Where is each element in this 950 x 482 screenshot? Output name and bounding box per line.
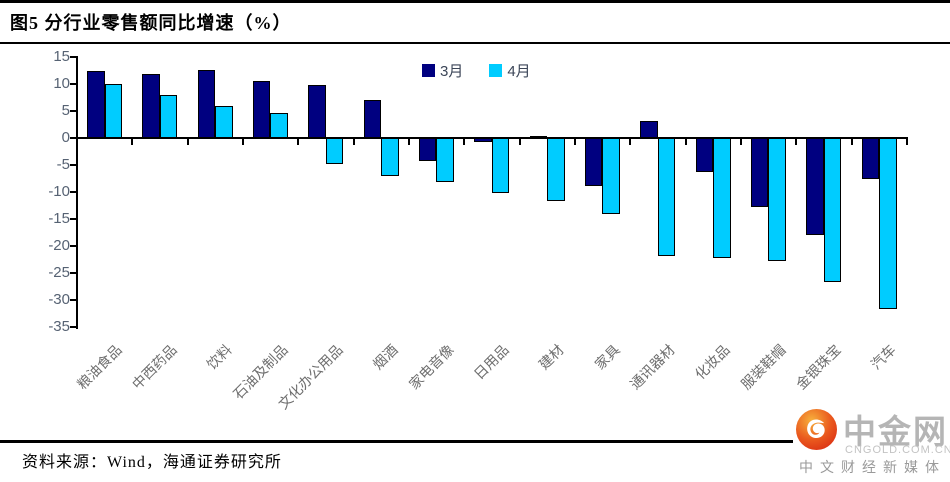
bar-4月-建材	[547, 138, 565, 202]
legend-swatch-march	[422, 64, 435, 77]
y-axis-tick-label: -30	[48, 291, 70, 308]
x-axis-tick	[795, 139, 798, 145]
y-axis-tick	[70, 191, 77, 193]
brand-domain: CNGOLD.COM.CN	[845, 444, 950, 456]
y-axis-tick	[70, 299, 77, 301]
bar-4月-文化办公用品	[325, 138, 344, 164]
x-axis-tick	[131, 139, 134, 145]
y-axis-tick-label: -25	[48, 264, 70, 281]
brand-tagline: 中文财经新媒体	[799, 459, 946, 475]
bar-4月-化妆品	[713, 138, 731, 259]
x-axis-tick	[905, 139, 908, 145]
x-axis-tick	[241, 139, 244, 145]
bar-4月-饮料	[215, 105, 233, 138]
y-axis-tick-label: 10	[53, 75, 70, 92]
bar-3月-烟酒	[363, 100, 382, 138]
bar-4月-日用品	[491, 138, 510, 194]
y-axis-tick	[70, 83, 77, 85]
x-axis-tick	[407, 139, 410, 145]
bar-3月-日用品	[474, 138, 492, 143]
y-axis-tick	[70, 245, 77, 247]
bar-3月-家具	[584, 138, 603, 186]
y-axis-tick	[70, 110, 77, 112]
x-axis-tick	[629, 139, 632, 145]
legend-item-april: 4月	[489, 60, 531, 81]
y-axis-tick	[70, 164, 77, 166]
x-axis-tick	[186, 139, 189, 145]
y-axis-tick	[70, 326, 77, 328]
brand-name: 中金网	[843, 413, 948, 450]
x-axis-tick	[352, 139, 355, 145]
bar-3月-粮油食品	[87, 70, 105, 138]
bar-3月-建材	[529, 135, 548, 138]
y-axis-line	[76, 56, 78, 329]
y-axis-tick-label: 0	[61, 129, 70, 146]
y-axis-tick-label: -5	[56, 156, 70, 173]
bar-4月-家具	[602, 138, 620, 214]
bar-3月-家电音像	[418, 138, 437, 162]
bar-4月-烟酒	[381, 138, 399, 176]
footer-divider	[0, 440, 950, 443]
title-divider	[0, 42, 950, 44]
legend-swatch-april	[489, 64, 503, 77]
top-divider	[0, 0, 950, 3]
y-axis-tick-label: 5	[61, 102, 70, 119]
bar-4月-汽车	[879, 138, 897, 309]
legend-label-march: 3月	[440, 63, 464, 80]
y-axis-tick-label: -35	[48, 318, 70, 335]
chart-legend: 3月 4月	[422, 60, 531, 81]
y-axis-tick	[70, 272, 77, 274]
bar-4月-通讯器材	[657, 138, 676, 256]
x-axis-tick	[518, 139, 521, 145]
y-axis-tick	[70, 137, 77, 139]
y-axis-tick-label: -20	[48, 237, 70, 254]
bar-3月-服装鞋帽	[750, 138, 769, 207]
y-axis-tick	[70, 218, 77, 220]
figure-title: 图5 分行业零售额同比增速（%）	[10, 13, 292, 33]
bar-3月-通讯器材	[640, 121, 658, 138]
bar-4月-中西药品	[159, 95, 178, 138]
bar-4月-服装鞋帽	[768, 138, 786, 262]
y-axis-tick-label: -15	[48, 210, 70, 227]
bar-4月-粮油食品	[104, 84, 122, 138]
y-axis-tick-label: 15	[53, 48, 70, 65]
bar-3月-文化办公用品	[308, 85, 326, 138]
source-note: 资料来源：Wind，海通证券研究所	[22, 454, 282, 471]
cngold-watermark: 中金网 CNGOLD.COM.CN 中文财经新媒体	[793, 403, 950, 478]
x-axis-tick	[850, 139, 853, 145]
x-axis-tick	[684, 139, 687, 145]
bar-4月-金银珠宝	[823, 138, 842, 283]
legend-label-april: 4月	[507, 63, 531, 80]
bar-3月-石油及制品	[252, 81, 271, 138]
bar-4月-石油及制品	[270, 112, 288, 138]
x-axis-tick	[739, 139, 742, 145]
y-axis-tick	[70, 56, 77, 58]
bar-3月-中西药品	[142, 73, 160, 138]
bar-3月-汽车	[861, 138, 880, 179]
x-axis-tick	[297, 139, 300, 145]
bar-3月-化妆品	[695, 138, 714, 173]
bar-4月-家电音像	[436, 138, 454, 182]
bar-3月-饮料	[197, 69, 216, 138]
cngold-logo-icon	[796, 409, 837, 450]
y-axis-tick-label: -10	[48, 183, 70, 200]
x-axis-tick	[573, 139, 576, 145]
bar-3月-金银珠宝	[806, 138, 824, 235]
x-axis-tick	[463, 139, 466, 145]
legend-item-march: 3月	[422, 60, 463, 81]
